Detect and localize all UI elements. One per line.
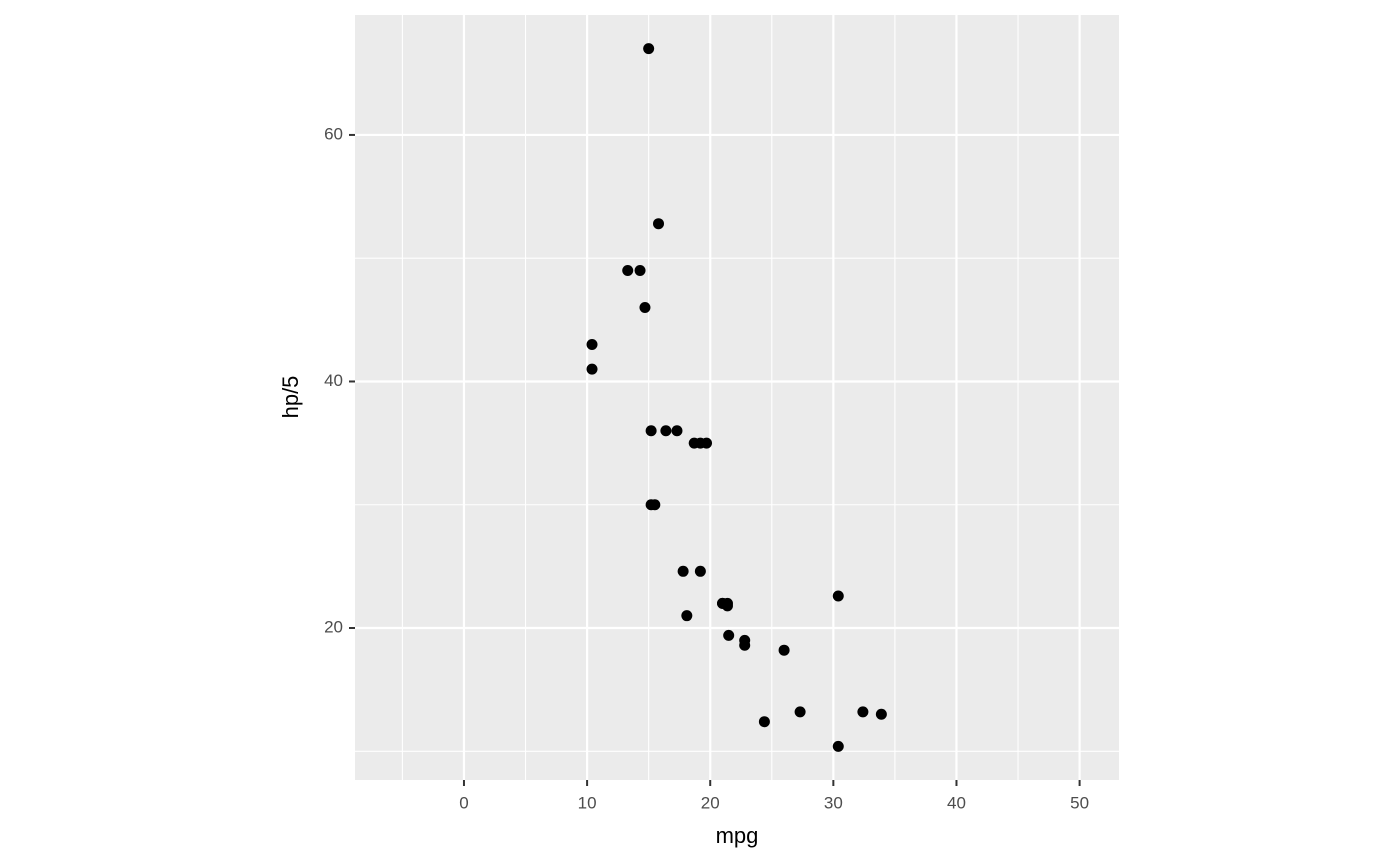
x-tick-label: 10 [578,793,597,812]
point [832,590,844,602]
point [639,302,651,314]
y-tick-label: 40 [324,371,343,390]
x-tick-label: 20 [701,793,720,812]
point [622,265,634,277]
x-axis-title: mpg [716,823,759,848]
point [653,218,665,230]
y-tick-label: 60 [324,124,343,143]
point [721,600,733,612]
point [586,338,598,350]
point [645,499,657,511]
point [723,629,735,641]
x-tick-label: 50 [1070,793,1089,812]
point [671,425,683,437]
point [694,565,706,577]
y-axis-title: hp/5 [278,376,303,419]
point [832,740,844,752]
point [857,706,869,718]
point [758,716,770,728]
point [875,708,887,720]
point [677,565,689,577]
point [634,265,646,277]
point [794,706,806,718]
y-tick-label: 20 [324,617,343,636]
x-tick-label: 30 [824,793,843,812]
point [739,634,751,646]
point [645,425,657,437]
point [660,425,672,437]
point [681,610,693,622]
x-tick-label: 0 [459,793,468,812]
point [643,43,655,55]
point [586,363,598,375]
panel [355,15,1119,780]
point [778,644,790,656]
x-tick-label: 40 [947,793,966,812]
point [701,437,713,449]
